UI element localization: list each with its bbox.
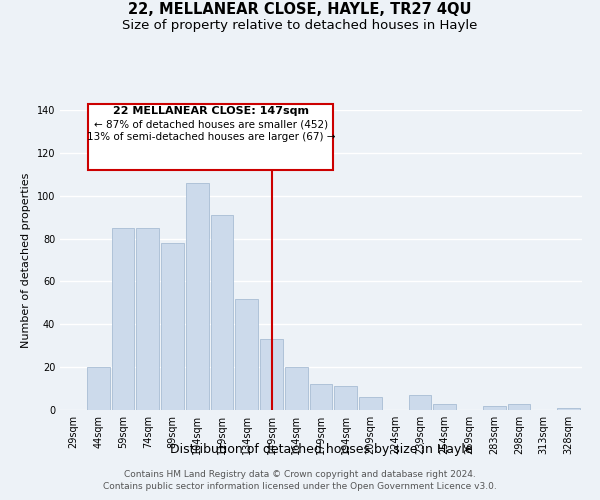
Bar — [285, 367, 308, 410]
Text: Contains HM Land Registry data © Crown copyright and database right 2024.: Contains HM Land Registry data © Crown c… — [124, 470, 476, 479]
Bar — [508, 404, 530, 410]
Bar — [186, 183, 209, 410]
Text: ← 87% of detached houses are smaller (452): ← 87% of detached houses are smaller (45… — [94, 120, 328, 130]
Bar — [136, 228, 159, 410]
Text: 13% of semi-detached houses are larger (67) →: 13% of semi-detached houses are larger (… — [86, 132, 335, 142]
Text: Contains public sector information licensed under the Open Government Licence v3: Contains public sector information licen… — [103, 482, 497, 491]
Bar — [260, 340, 283, 410]
Text: 22 MELLANEAR CLOSE: 147sqm: 22 MELLANEAR CLOSE: 147sqm — [113, 106, 309, 116]
Text: 22, MELLANEAR CLOSE, HAYLE, TR27 4QU: 22, MELLANEAR CLOSE, HAYLE, TR27 4QU — [128, 2, 472, 18]
Bar — [409, 395, 431, 410]
Bar — [235, 298, 258, 410]
Bar — [112, 228, 134, 410]
Bar — [334, 386, 357, 410]
Y-axis label: Number of detached properties: Number of detached properties — [21, 172, 31, 348]
Bar — [359, 397, 382, 410]
Bar — [310, 384, 332, 410]
Text: Size of property relative to detached houses in Hayle: Size of property relative to detached ho… — [122, 18, 478, 32]
Bar — [557, 408, 580, 410]
Text: Distribution of detached houses by size in Hayle: Distribution of detached houses by size … — [170, 442, 472, 456]
Bar — [87, 367, 110, 410]
Bar — [483, 406, 506, 410]
Bar — [211, 215, 233, 410]
Bar — [433, 404, 456, 410]
Bar — [161, 243, 184, 410]
